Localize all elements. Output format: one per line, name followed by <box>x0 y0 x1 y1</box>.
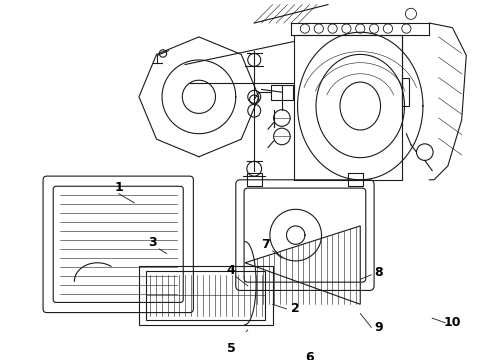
Bar <box>402 78 409 106</box>
Bar <box>139 266 272 325</box>
Text: 1: 1 <box>114 181 123 194</box>
Text: 4: 4 <box>227 264 236 277</box>
Bar <box>147 271 265 320</box>
Text: 3: 3 <box>148 236 157 249</box>
Text: 6: 6 <box>305 351 314 360</box>
Text: 9: 9 <box>374 321 383 334</box>
Bar <box>348 174 363 186</box>
Bar <box>247 174 262 186</box>
Text: 8: 8 <box>374 266 383 279</box>
Text: 5: 5 <box>227 342 236 355</box>
Bar <box>271 85 293 100</box>
Text: 2: 2 <box>292 302 300 315</box>
Text: 7: 7 <box>261 238 270 251</box>
Text: 10: 10 <box>444 316 461 329</box>
